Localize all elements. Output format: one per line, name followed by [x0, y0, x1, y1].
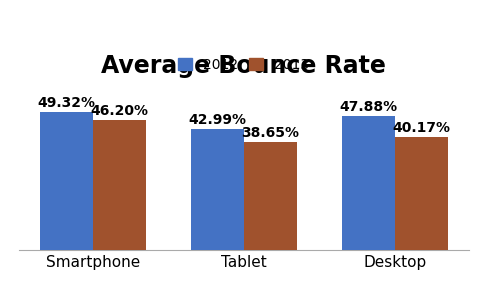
Bar	[244, 141, 297, 250]
Text: 46.20%: 46.20%	[90, 104, 148, 118]
Text: 40.17%: 40.17%	[393, 121, 451, 135]
Legend: 2012, 2013: 2012, 2013	[178, 58, 310, 72]
Text: 38.65%: 38.65%	[242, 126, 299, 140]
Text: 42.99%: 42.99%	[188, 113, 246, 127]
Text: 49.32%: 49.32%	[37, 95, 95, 109]
Bar	[342, 116, 395, 250]
Bar	[191, 129, 244, 250]
Bar	[93, 120, 145, 250]
Text: 47.88%: 47.88%	[340, 100, 398, 113]
Bar	[40, 111, 93, 250]
Bar	[395, 137, 448, 250]
Title: Average Bounce Rate: Average Bounce Rate	[101, 54, 386, 78]
